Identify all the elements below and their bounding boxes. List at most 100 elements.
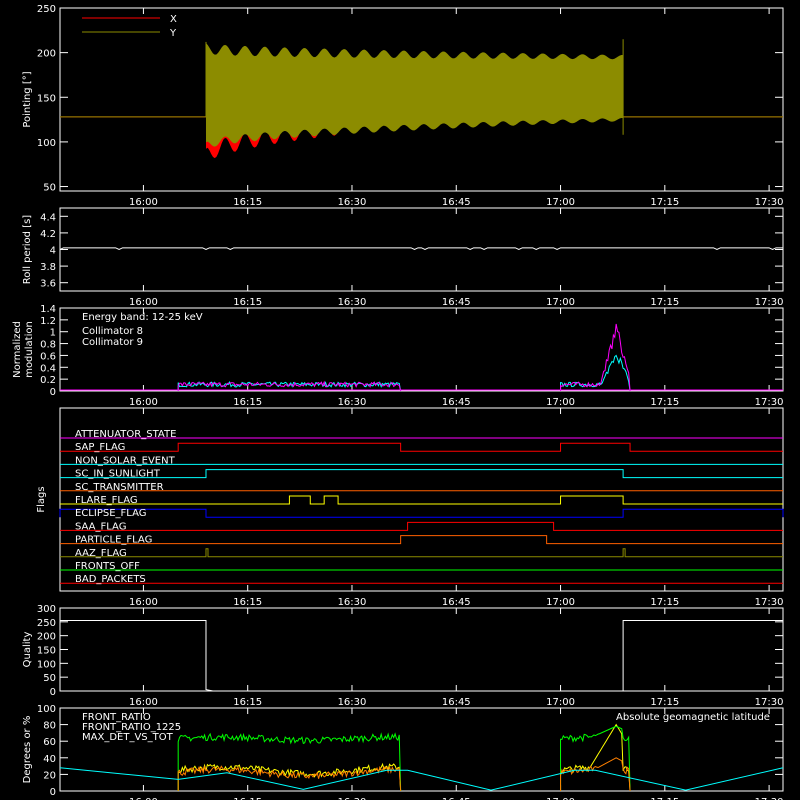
x-tick-label: 16:15 bbox=[233, 597, 262, 608]
flag-label: SC_TRANSMITTER bbox=[75, 482, 164, 493]
x-tick-label: 16:30 bbox=[338, 397, 367, 408]
x-tick-label: 17:15 bbox=[650, 597, 679, 608]
series-line-quality bbox=[60, 619, 783, 692]
legend-label: Y bbox=[169, 28, 177, 39]
x-tick-label: 16:15 bbox=[233, 797, 262, 800]
flag-label: NON_SOLAR_EVENT bbox=[75, 455, 176, 466]
series-line-front-ratio-1225 bbox=[177, 732, 402, 792]
series-line-roll-period bbox=[59, 247, 783, 251]
y-tick-label: 1 bbox=[50, 328, 56, 339]
y-tick-label: 20 bbox=[43, 770, 56, 781]
flag-label: FRONTS_OFF bbox=[75, 561, 140, 572]
flag-line-particle-flag bbox=[60, 535, 783, 545]
x-tick-label: 16:45 bbox=[442, 797, 471, 800]
panel-frame bbox=[59, 407, 784, 592]
y-tick-label: 4 bbox=[50, 246, 56, 257]
y-axis-title: Normalizedmodulation bbox=[12, 321, 35, 378]
y-tick-label: 4.2 bbox=[40, 229, 56, 240]
y-tick-label: 0 bbox=[50, 687, 56, 698]
panel-flags: 16:00 16:15 16:30 16:45 17:00 17:15 17:30 Flags… bbox=[36, 407, 784, 608]
y-tick-label: 200 bbox=[37, 49, 56, 60]
legend-label: Absolute geomagnetic latitude bbox=[616, 712, 770, 723]
x-tick-label: 16:00 bbox=[129, 297, 158, 308]
y-tick-label: 250 bbox=[37, 4, 56, 15]
flag-label: BAD_PACKETS bbox=[75, 574, 146, 585]
y-tick-label: 0.6 bbox=[40, 351, 56, 362]
x-tick-label: 16:15 bbox=[233, 697, 262, 708]
panel-frame bbox=[59, 307, 784, 392]
y-tick-label: 3.6 bbox=[40, 279, 56, 290]
x-tick-label: 16:45 bbox=[442, 697, 471, 708]
flag-line-saa-flag bbox=[60, 521, 783, 531]
y-tick-label: 0 bbox=[50, 387, 56, 398]
x-tick-label: 17:00 bbox=[546, 197, 575, 208]
flag-line-eclipse-flag bbox=[59, 508, 784, 518]
series-band-y bbox=[205, 42, 624, 147]
y-axis-title: Roll period [s] bbox=[22, 215, 33, 284]
x-tick-label: 17:15 bbox=[650, 197, 679, 208]
y-axis-title: Pointing [°] bbox=[22, 71, 33, 127]
y-tick-label: 0.8 bbox=[40, 340, 56, 351]
y-tick-label: 200 bbox=[37, 632, 56, 643]
x-tick-label: 16:00 bbox=[129, 697, 158, 708]
y-tick-label: 150 bbox=[37, 93, 56, 104]
flag-label: ATTENUATOR_STATE bbox=[75, 429, 176, 440]
x-tick-label: 17:00 bbox=[546, 597, 575, 608]
x-tick-label: 16:15 bbox=[233, 197, 262, 208]
y-tick-label: 1.4 bbox=[40, 304, 56, 315]
x-tick-label: 17:15 bbox=[650, 797, 679, 800]
flag-line-flare-flag bbox=[60, 495, 783, 505]
legend-label: Collimator 9 bbox=[82, 337, 143, 348]
x-tick-label: 17:30 bbox=[755, 197, 784, 208]
flag-label: PARTICLE_FLAG bbox=[75, 535, 152, 546]
y-tick-label: 50 bbox=[43, 183, 56, 194]
y-tick-label: 4.4 bbox=[40, 212, 56, 223]
y-tick-label: 100 bbox=[37, 138, 56, 149]
flag-label: SAP_FLAG bbox=[75, 442, 125, 453]
y-axis-title: Quality bbox=[22, 632, 33, 668]
series-line-front-ratio-1225 bbox=[560, 725, 631, 792]
legend-label: MAX_DET_VS_TOT bbox=[82, 732, 174, 743]
y-tick-label: 0.4 bbox=[40, 363, 56, 374]
x-tick-label: 16:00 bbox=[129, 197, 158, 208]
panel-frame bbox=[59, 207, 784, 292]
x-tick-label: 17:00 bbox=[546, 297, 575, 308]
legend-label: FRONT_RATIO bbox=[82, 712, 151, 723]
legend-label: Collimator 8 bbox=[82, 326, 143, 337]
y-axis-title: Flags bbox=[36, 486, 47, 512]
panel-roll: 16:00 16:15 16:30 16:45 17:00 17:15 17:30 3.6 3.… bbox=[22, 207, 784, 308]
panel-modulation: 16:00 16:15 16:30 16:45 17:00 17:15 17:3000.20… bbox=[12, 304, 784, 408]
y-tick-label: 0.2 bbox=[40, 375, 56, 386]
y-tick-label: 300 bbox=[37, 604, 56, 615]
x-tick-label: 16:15 bbox=[233, 297, 262, 308]
flag-label: AAZ_FLAG bbox=[75, 548, 127, 559]
y-tick-label: 80 bbox=[43, 721, 56, 732]
x-tick-label: 17:30 bbox=[755, 797, 784, 800]
legend-label: X bbox=[170, 14, 177, 25]
legend-label: FRONT_RATIO_1225 bbox=[82, 722, 181, 733]
series-line-max-det-vs-tot bbox=[560, 757, 631, 792]
flag-line-aaz-flag bbox=[60, 548, 783, 558]
x-tick-label: 16:00 bbox=[129, 597, 158, 608]
x-tick-label: 16:45 bbox=[442, 297, 471, 308]
y-tick-label: 100 bbox=[37, 659, 56, 670]
x-tick-label: 17:00 bbox=[546, 397, 575, 408]
x-tick-label: 17:15 bbox=[650, 397, 679, 408]
flag-line-sap-flag bbox=[60, 442, 783, 452]
flag-line-sc-in-sunlight bbox=[60, 469, 783, 479]
x-tick-label: 17:15 bbox=[650, 697, 679, 708]
series-line-geomagnetic-latitude bbox=[59, 767, 784, 791]
y-tick-label: 100 bbox=[37, 704, 56, 715]
y-tick-label: 1.2 bbox=[40, 316, 56, 327]
y-tick-label: 150 bbox=[37, 646, 56, 657]
x-tick-label: 16:30 bbox=[338, 297, 367, 308]
x-tick-label: 16:30 bbox=[338, 197, 367, 208]
x-tick-label: 16:00 bbox=[129, 797, 158, 800]
flag-label: FLARE_FLAG bbox=[75, 495, 138, 506]
panel-frame bbox=[59, 707, 784, 792]
x-tick-label: 17:30 bbox=[755, 697, 784, 708]
series-line-collimator-9 bbox=[177, 380, 402, 392]
y-tick-label: 0 bbox=[50, 787, 56, 798]
y-tick-label: 60 bbox=[43, 737, 56, 748]
